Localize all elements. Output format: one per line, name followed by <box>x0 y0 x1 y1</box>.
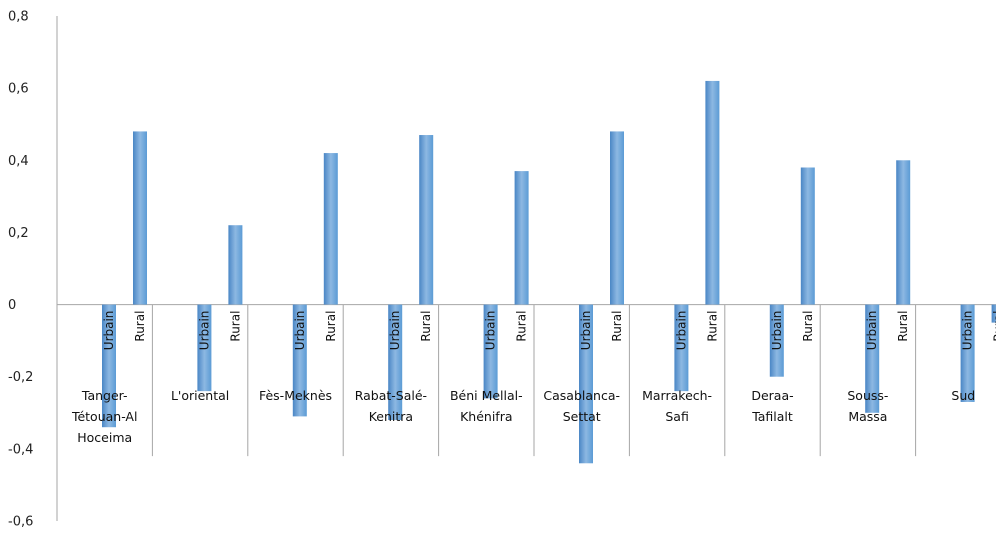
category-label: Safi <box>665 409 688 424</box>
category-label: Tétouan-Al <box>71 409 138 424</box>
category-label: Khénifra <box>460 409 512 424</box>
y-tick-label: 0,4 <box>8 154 29 169</box>
category-label: Tafilalt <box>751 409 793 424</box>
subcategory-label: Rural <box>801 311 815 342</box>
subcategory-label: Rural <box>705 311 719 342</box>
subcategory-label: Urbain <box>388 311 402 351</box>
subcategory-label: Rural <box>419 311 433 342</box>
bar-urbain <box>579 304 593 464</box>
bar-layer <box>102 80 996 464</box>
subcategory-label: Rural <box>610 311 624 342</box>
bar-rural <box>705 80 720 305</box>
category-label: Deraa- <box>751 388 793 403</box>
bar-rural <box>323 153 338 305</box>
label-layer: Urbain Rural Tanger- Tétouan-Al Hoceima Urbai… <box>71 311 996 445</box>
category-label: Rabat-Salé- <box>355 388 427 403</box>
subcategory-label: Urbain <box>197 311 211 351</box>
bar-urbain <box>197 304 212 392</box>
subcategory-label: Urbain <box>484 311 498 351</box>
bar-rural <box>800 167 815 305</box>
bar-rural <box>991 304 996 323</box>
category-label: Fès-Meknès <box>259 388 332 403</box>
category-label: Kenitra <box>369 409 413 424</box>
subcategory-label: Urbain <box>865 311 879 351</box>
bar-rural <box>514 171 529 305</box>
category-label: Marrakech- <box>642 388 712 403</box>
bar-rural <box>228 225 243 305</box>
subcategory-label: Rural <box>133 311 147 342</box>
category-label: L'oriental <box>171 388 229 403</box>
bar-rural <box>133 131 147 305</box>
bar-urbain <box>388 304 403 420</box>
category-label: Massa <box>848 409 887 424</box>
bar-urbain <box>483 304 498 399</box>
subcategory-label: Rural <box>228 311 242 342</box>
category-label: Settat <box>563 409 601 424</box>
subcategory-label: Rural <box>324 311 338 342</box>
y-tick-label: 0,2 <box>8 226 29 241</box>
subcategory-label: Urbain <box>579 311 593 351</box>
category-label: Tanger- <box>81 388 128 403</box>
category-label: Béni Mellal- <box>450 388 523 403</box>
subcategory-label: Urbain <box>293 311 307 351</box>
subcategory-label: Urbain <box>102 311 116 351</box>
subcategory-label: Rural <box>992 311 996 342</box>
subcategory-label: Rural <box>515 311 529 342</box>
bar-urbain <box>865 304 880 413</box>
subcategory-label: Urbain <box>674 311 688 351</box>
bar-urbain <box>102 304 116 428</box>
category-label: Sud <box>951 388 975 403</box>
y-tick-label: -0,2 <box>8 370 33 385</box>
y-tick-label: 0,6 <box>8 82 29 97</box>
y-tick-label: -0,4 <box>8 442 33 457</box>
bar-rural <box>419 135 434 305</box>
bar-urbain <box>769 304 784 377</box>
y-tick-label: 0 <box>8 298 16 313</box>
bar-urbain <box>292 304 307 417</box>
subcategory-label: Urbain <box>770 311 784 351</box>
category-label: Hoceima <box>77 430 132 445</box>
bar-rural <box>610 131 624 305</box>
bar-rural <box>896 160 911 305</box>
bar-urbain <box>960 304 975 402</box>
subcategory-label: Rural <box>896 311 910 342</box>
y-tick-label: -0,6 <box>8 515 33 530</box>
category-label: Casablanca- <box>543 388 620 403</box>
axis-layer: -0,6 -0,4 -0,2 0 0,2 0,4 0,6 0,8 <box>8 10 996 530</box>
y-tick-label: 0,8 <box>8 10 29 25</box>
subcategory-label: Urbain <box>961 311 975 351</box>
bar-urbain <box>674 304 689 392</box>
category-label: Souss- <box>847 388 888 403</box>
